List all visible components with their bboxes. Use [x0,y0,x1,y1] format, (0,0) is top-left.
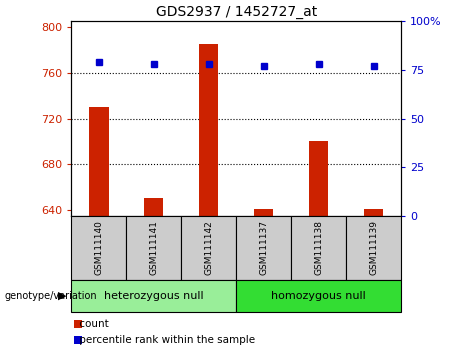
Title: GDS2937 / 1452727_at: GDS2937 / 1452727_at [156,5,317,19]
Bar [71,280,236,312]
Text: GSM111142: GSM111142 [204,221,213,275]
Text: GSM111139: GSM111139 [369,220,378,275]
Bar [89,107,108,216]
Bar [71,216,126,280]
Text: GSM111141: GSM111141 [149,220,159,275]
Text: ▶: ▶ [59,291,67,301]
Text: homozygous null: homozygous null [271,291,366,301]
Bar [199,44,219,216]
Bar [254,209,273,216]
Bar [309,142,328,216]
Text: genotype/variation: genotype/variation [5,291,97,301]
Text: count: count [76,319,109,329]
Bar [236,280,401,312]
Bar [126,216,181,280]
Text: heterozygous null: heterozygous null [104,291,204,301]
Text: GSM111138: GSM111138 [314,220,323,275]
Bar [291,216,346,280]
Bar [236,216,291,280]
Text: GSM111140: GSM111140 [95,220,103,275]
Bar [181,216,236,280]
Bar [364,209,383,216]
Text: GSM111137: GSM111137 [259,220,268,275]
Text: percentile rank within the sample: percentile rank within the sample [76,335,255,345]
Bar [144,198,164,216]
Bar [346,216,401,280]
